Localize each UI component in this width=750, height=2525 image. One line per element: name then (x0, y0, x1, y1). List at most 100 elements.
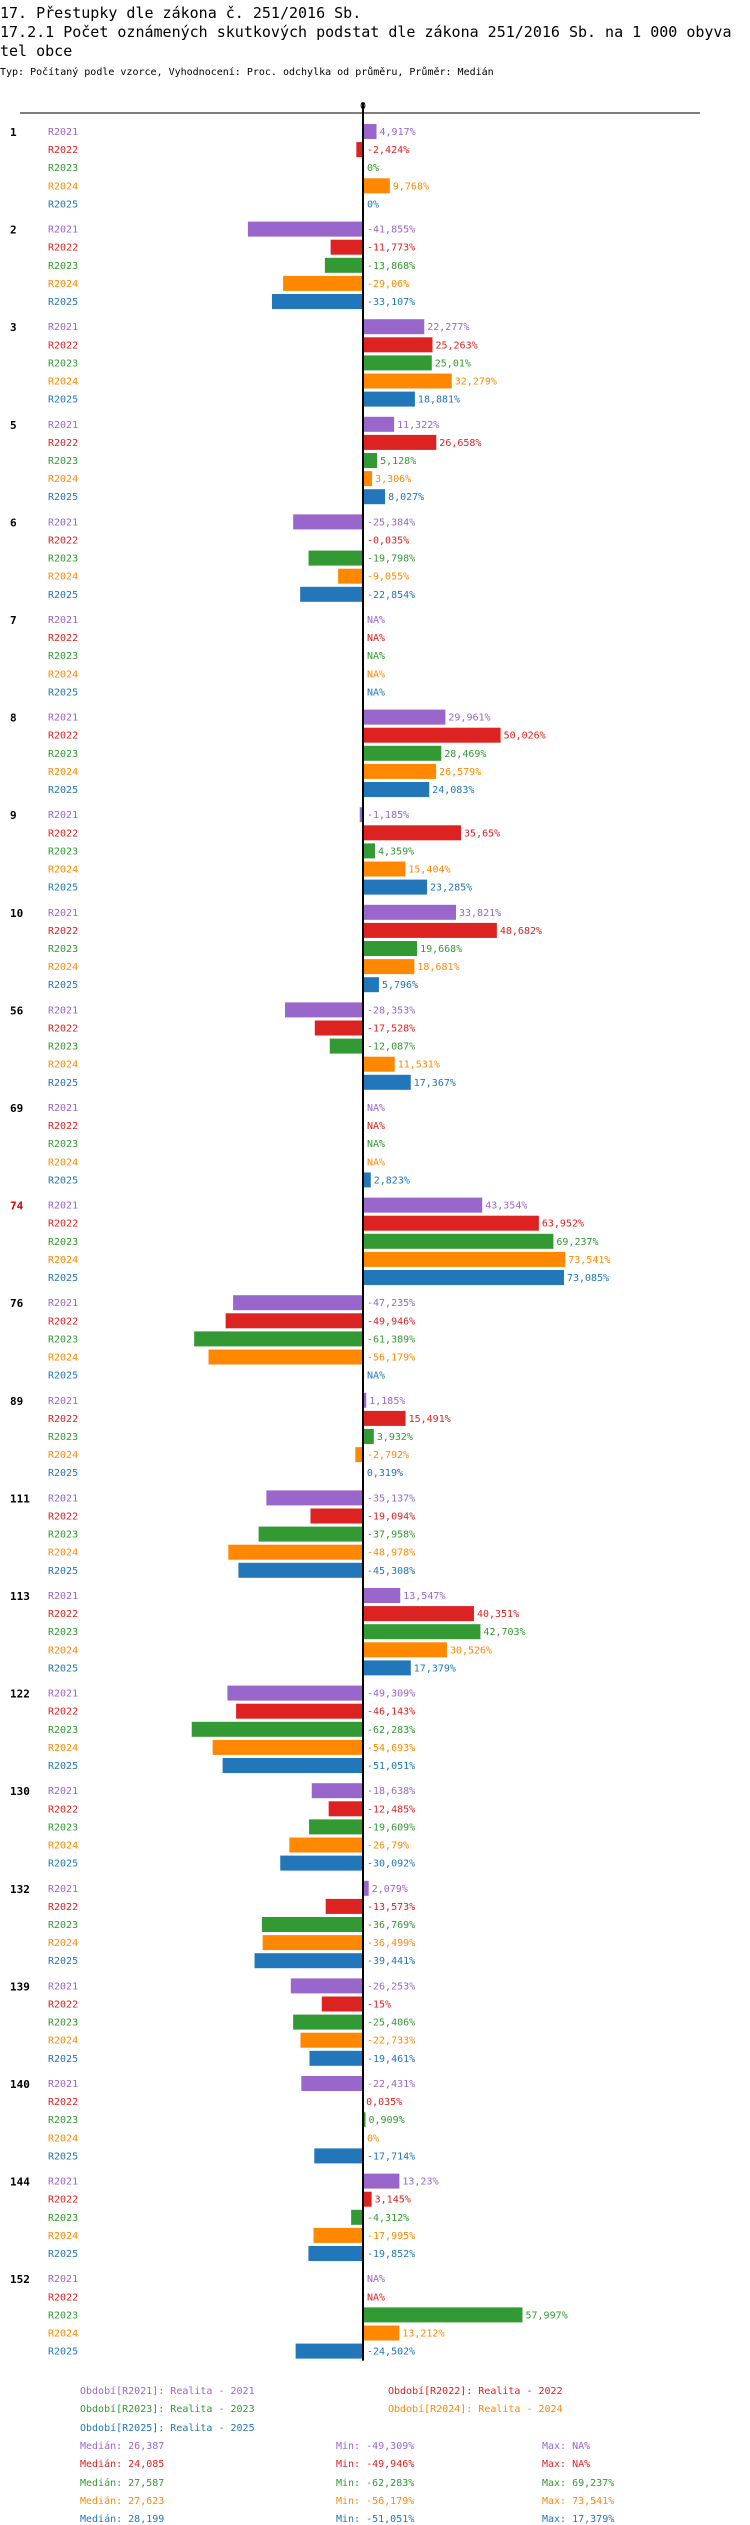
series-label: R2021 (48, 1396, 78, 1407)
data-label: 2,079% (372, 1884, 408, 1895)
data-label: -17,528% (367, 1024, 415, 1035)
data-label: 19,668% (420, 944, 462, 955)
series-label: R2024 (48, 2329, 78, 2340)
bar (363, 124, 377, 139)
bar (363, 1660, 411, 1675)
series-label: R2024 (48, 572, 78, 583)
data-label: NA% (367, 651, 385, 662)
data-label: 32,279% (455, 377, 497, 388)
data-label: -19,609% (367, 1822, 415, 1833)
series-label: R2025 (48, 1273, 78, 1284)
data-label: -18,638% (367, 1786, 415, 1797)
data-label: 28,469% (444, 749, 486, 760)
series-label: R2023 (48, 2018, 78, 2029)
data-label: 42,703% (483, 1627, 525, 1638)
group-label: 76 (10, 1297, 24, 1310)
data-label: 15,491% (409, 1414, 451, 1425)
group-label: 69 (10, 1102, 23, 1115)
legend-median-R2025: Medián: 28,199 (80, 2514, 164, 2525)
data-label: -26,79% (367, 1841, 409, 1852)
data-label: -0,035% (367, 536, 409, 547)
data-label: -2,792% (367, 1450, 409, 1461)
group-label: 6 (10, 516, 17, 529)
data-label: -29,06% (367, 279, 409, 290)
data-label: -62,283% (367, 1725, 415, 1736)
data-label: -1,185% (367, 810, 409, 821)
group-label: 130 (10, 1785, 30, 1798)
bar (280, 1856, 363, 1871)
data-label: 63,952% (542, 1219, 584, 1230)
bar (363, 923, 497, 938)
data-label: 26,658% (439, 438, 481, 449)
data-label: 17,379% (414, 1663, 456, 1674)
data-label: -46,143% (367, 1707, 415, 1718)
data-label: 18,881% (418, 395, 460, 406)
series-label: R2021 (48, 810, 78, 821)
series-label: R2021 (48, 322, 78, 333)
series-label: R2023 (48, 2213, 78, 2224)
bar (363, 862, 405, 877)
series-label: R2022 (48, 2195, 78, 2206)
series-label: R2021 (48, 127, 78, 138)
bar (363, 453, 377, 468)
data-label: -22,733% (367, 2036, 415, 2047)
bar (262, 1917, 363, 1932)
bar (363, 1624, 480, 1639)
bar (223, 1758, 363, 1773)
bar (227, 1686, 363, 1701)
series-label: R2023 (48, 1725, 78, 1736)
bar (255, 1953, 363, 1968)
bar (363, 959, 414, 974)
bar (363, 1057, 395, 1072)
series-label: R2025 (48, 2249, 78, 2260)
bar (363, 1588, 400, 1603)
series-label: R2022 (48, 243, 78, 254)
series-label: R2021 (48, 2274, 78, 2285)
series-label: R2023 (48, 554, 78, 565)
series-label: R2022 (48, 1219, 78, 1230)
bar (355, 1447, 363, 1462)
series-label: R2021 (48, 1103, 78, 1114)
bar (228, 1545, 363, 1560)
series-label: R2021 (48, 2177, 78, 2188)
series-label: R2025 (48, 785, 78, 796)
series-label: R2022 (48, 1121, 78, 1132)
data-label: -48,978% (367, 1548, 415, 1559)
bar (363, 880, 427, 895)
data-label: 69,237% (556, 1237, 598, 1248)
series-label: R2022 (48, 1609, 78, 1620)
data-label: 1,185% (369, 1396, 405, 1407)
data-label: -24,502% (367, 2347, 415, 2358)
series-label: R2021 (48, 1005, 78, 1016)
bar (309, 551, 363, 566)
series-label: R2025 (48, 1175, 78, 1186)
group-label: 152 (10, 2273, 30, 2286)
data-label: -13,573% (367, 1902, 415, 1913)
data-label: 43,354% (485, 1201, 527, 1212)
series-label: R2025 (48, 2151, 78, 2162)
series-label: R2021 (48, 908, 78, 919)
series-label: R2025 (48, 1078, 78, 1089)
group-label: 122 (10, 1688, 30, 1701)
bar (289, 1838, 363, 1853)
bar (363, 825, 461, 840)
series-label: R2023 (48, 1334, 78, 1345)
series-label: R2024 (48, 865, 78, 876)
bar (293, 2015, 363, 2030)
series-label: R2025 (48, 395, 78, 406)
data-label: 30,526% (450, 1645, 492, 1656)
bar (363, 941, 417, 956)
group-label: 5 (10, 419, 17, 432)
data-label: 4,359% (378, 846, 414, 857)
series-label: R2021 (48, 615, 78, 626)
data-label: 0,319% (367, 1468, 403, 1479)
bar (363, 764, 436, 779)
data-label: 23,285% (430, 883, 472, 894)
series-label: R2025 (48, 1761, 78, 1772)
series-label: R2022 (48, 731, 78, 742)
data-label: -49,309% (367, 1689, 415, 1700)
data-label: -49,946% (367, 1316, 415, 1327)
series-label: R2024 (48, 279, 78, 290)
group-label: 9 (10, 809, 17, 822)
data-label: -19,094% (367, 1512, 415, 1523)
